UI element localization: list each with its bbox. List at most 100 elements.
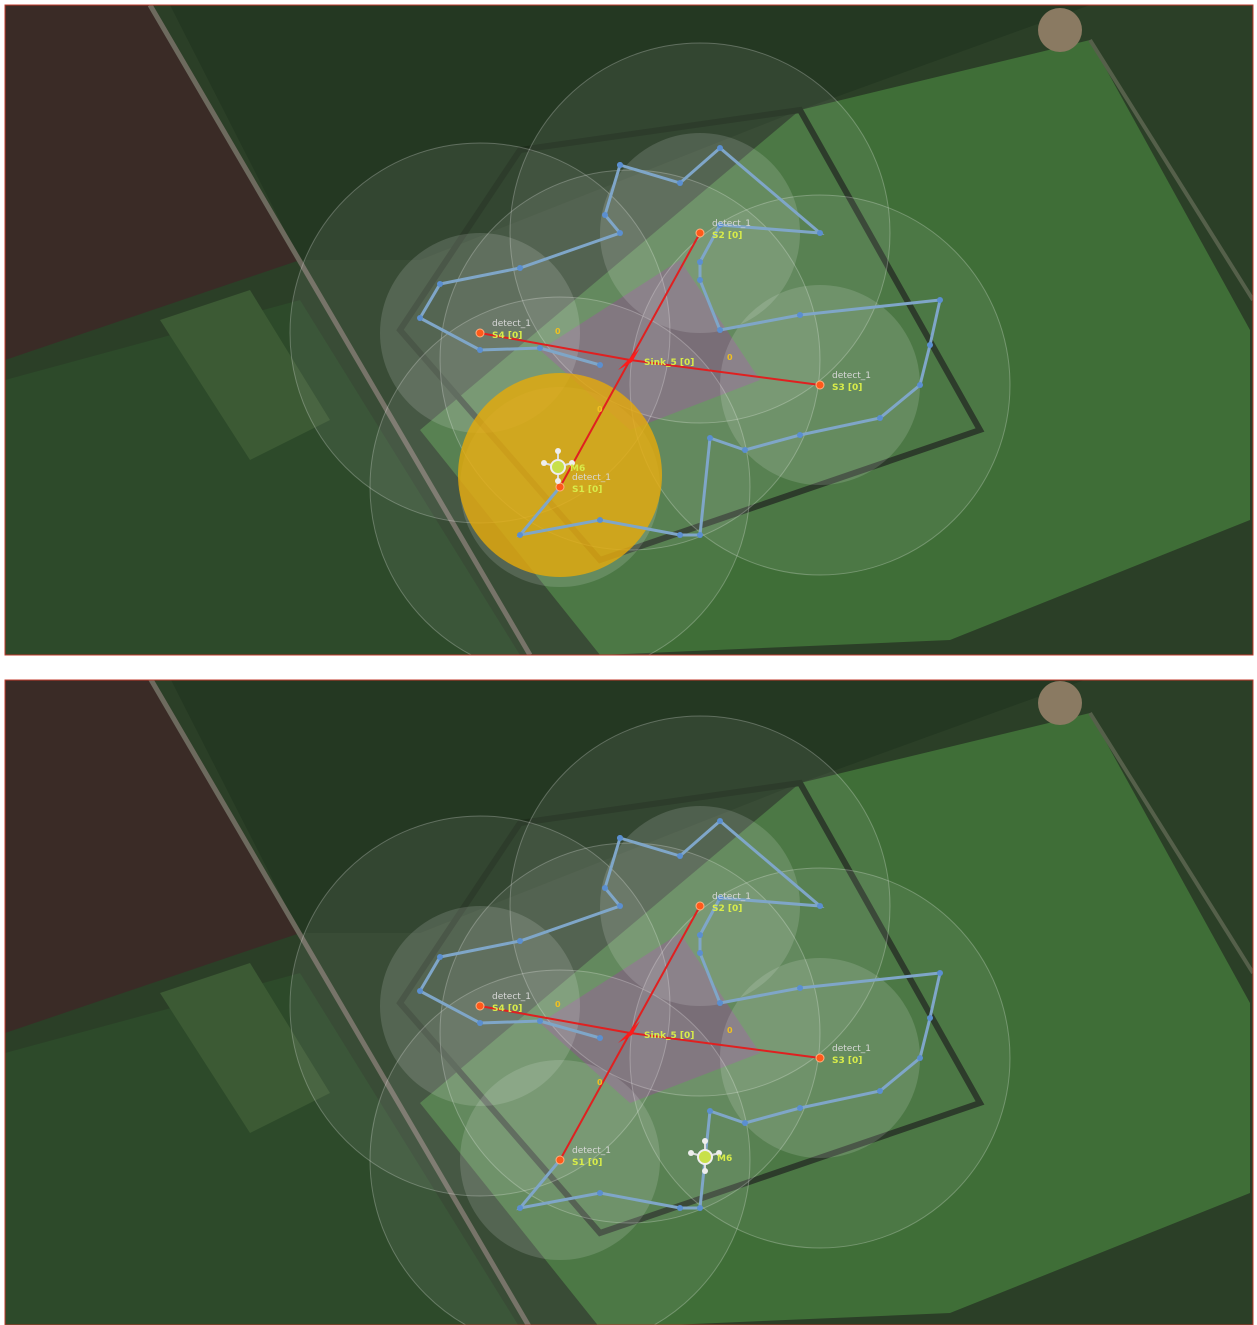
waypoint [437, 281, 443, 287]
sensor-node[interactable] [475, 1001, 485, 1011]
mobile-node[interactable] [697, 1149, 713, 1165]
hedge-square [396, 779, 985, 1237]
waypoint [717, 1000, 723, 1006]
waypoint [697, 532, 703, 538]
waypoint [677, 853, 683, 859]
waypoint [717, 327, 723, 333]
waypoint [697, 1205, 703, 1211]
map-panel: Sink_5 [0] detect_1 S1 [0] detect_1 S2 [0] de… [5, 680, 1253, 1325]
mobile-node[interactable] [550, 459, 566, 475]
road [147, 5, 533, 655]
waypoint [677, 1205, 683, 1211]
range-circle [369, 969, 751, 1325]
drone-rotor [555, 478, 561, 484]
link [629, 359, 821, 386]
road [148, 680, 532, 1325]
drone-rotor [569, 460, 575, 466]
waypoint [517, 265, 523, 271]
waypoint [602, 885, 608, 891]
mobile-highlight [458, 373, 662, 577]
field-bright [420, 713, 1250, 1325]
field-left [5, 300, 520, 655]
mobile-label: M6 [570, 464, 585, 474]
sensor-name: detect_1 [832, 371, 871, 381]
facility [540, 933, 760, 1103]
sensor-node[interactable] [695, 228, 705, 238]
waypoint [597, 1035, 603, 1041]
waypoint [417, 315, 423, 321]
sensor-node[interactable] [815, 380, 825, 390]
waypoint [742, 1120, 748, 1126]
link [629, 232, 701, 361]
waypoint [917, 1055, 923, 1061]
waypoint [927, 1015, 933, 1021]
link [559, 1032, 631, 1161]
waypoint [417, 988, 423, 994]
waypoint [597, 517, 603, 523]
counter: 0 [727, 353, 733, 362]
hedge-square [396, 106, 985, 564]
waypoint [697, 277, 703, 283]
waypoint [617, 903, 623, 909]
sink-arrow [618, 348, 640, 370]
waypoint [602, 212, 608, 218]
waypoint [437, 954, 443, 960]
waypoint [717, 222, 723, 228]
sensor-status: S1 [0] [572, 485, 602, 495]
drone-rotor [702, 1168, 708, 1174]
waypoint [707, 435, 713, 441]
sensor-status: S4 [0] [492, 331, 522, 341]
sensor-node[interactable] [695, 901, 705, 911]
waypoint [817, 230, 823, 236]
sensor-name: detect_1 [492, 992, 531, 1002]
sink-label: Sink_5 [0] [644, 358, 694, 368]
waypoint [717, 895, 723, 901]
sensor-name: detect_1 [832, 1044, 871, 1054]
link [629, 1032, 821, 1059]
tree-patch [1038, 8, 1082, 52]
waypoint [617, 230, 623, 236]
sensor-node[interactable] [815, 1053, 825, 1063]
panel-content: Sink_5 [0] detect_1 S1 [0] detect_1 S2 [0] de… [5, 680, 1253, 1325]
waypoint [537, 345, 543, 351]
road [1088, 38, 1253, 302]
sensor-name: detect_1 [712, 219, 751, 229]
sensor-status: S3 [0] [832, 1056, 862, 1066]
sensor-status: S2 [0] [712, 231, 742, 241]
waypoint [697, 932, 703, 938]
tree-patch [1038, 681, 1082, 725]
waypoint [937, 970, 943, 976]
drone-rotor [541, 460, 547, 466]
sensor-node[interactable] [475, 328, 485, 338]
waypoint [877, 1088, 883, 1094]
waypoint [517, 532, 523, 538]
sink-arrow [618, 1021, 640, 1043]
field-left [5, 973, 519, 1325]
panel-border [4, 4, 1254, 656]
sink-label: Sink_5 [0] [644, 1031, 694, 1041]
panel-border [4, 679, 1254, 1325]
waypoint [697, 259, 703, 265]
road [1088, 711, 1253, 975]
yard [160, 290, 330, 460]
sensor-name: detect_1 [572, 1146, 611, 1156]
waypoint [597, 1190, 603, 1196]
field-brown [5, 680, 300, 1033]
waypoint [477, 1020, 483, 1026]
waypoint [937, 297, 943, 303]
waypoint [797, 985, 803, 991]
sensor-name: detect_1 [572, 473, 611, 483]
map-panel: Sink_5 [0] detect_1 S1 [0] detect_1 S2 [0] de… [5, 5, 1253, 655]
drone-rotor [716, 1150, 722, 1156]
sensor-name: detect_1 [712, 892, 751, 902]
sensor-status: S3 [0] [832, 383, 862, 393]
waypoint [697, 950, 703, 956]
waypoint [797, 312, 803, 318]
drone-rotor [702, 1138, 708, 1144]
sensor-node[interactable] [555, 1155, 565, 1165]
waypoint [617, 162, 623, 168]
sensor-node[interactable] [555, 482, 565, 492]
waypoint [517, 1205, 523, 1211]
drone-rotor [688, 1150, 694, 1156]
